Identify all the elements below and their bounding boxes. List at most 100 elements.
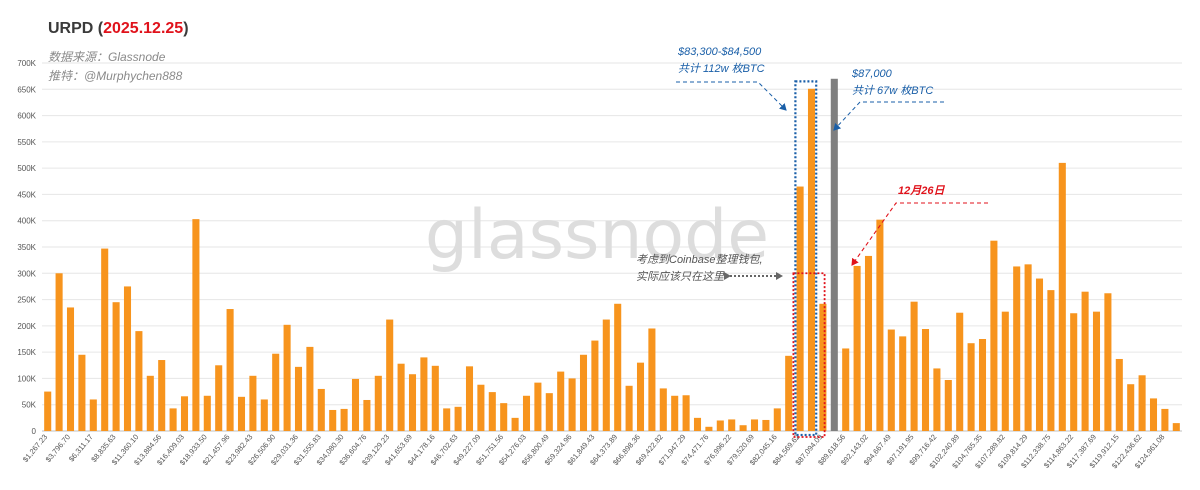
range-highlight-box (794, 80, 818, 437)
bar (123, 286, 132, 431)
bar (842, 348, 850, 431)
bar (671, 395, 679, 431)
bar (785, 355, 793, 431)
bar (853, 265, 861, 431)
bar (1161, 408, 1169, 431)
y-tick-label: 200K (17, 322, 36, 331)
bar (728, 419, 736, 431)
bar (66, 307, 75, 431)
price-annotation: $87,000 共计 67w 枚BTC (852, 66, 933, 100)
bar (1047, 290, 1055, 431)
bar (682, 395, 690, 431)
bar (454, 406, 462, 431)
bar (1001, 311, 1009, 431)
price-annotation-line1: $87,000 (852, 68, 892, 80)
bar (260, 399, 268, 431)
y-tick-label: 0 (32, 427, 37, 436)
range-annotation-line2: 共计 112w 枚BTC (678, 63, 765, 75)
bar (545, 393, 553, 431)
bar (363, 399, 371, 431)
bar (431, 365, 439, 431)
bar (317, 388, 325, 431)
bar (192, 219, 200, 431)
bar (1035, 278, 1044, 431)
bar (283, 324, 291, 431)
bar (534, 382, 542, 431)
bar (1172, 423, 1180, 431)
bar (807, 88, 816, 431)
bar (614, 303, 622, 431)
y-tick-label: 350K (17, 243, 36, 252)
bar-series (44, 78, 1180, 432)
range-annotation: $83,300-$84,500 共计 112w 枚BTC (678, 44, 765, 78)
bar (249, 375, 257, 431)
bar (796, 186, 804, 431)
bar (899, 336, 907, 431)
bar (705, 426, 713, 431)
range-annotation-arrow (676, 81, 787, 111)
bar (910, 301, 918, 431)
watermark-text: glassnode (425, 196, 769, 275)
bar (933, 368, 941, 431)
bar (1149, 398, 1158, 431)
title-date: 2025.12.25 (103, 20, 184, 37)
bar (773, 408, 781, 431)
bar (1138, 375, 1146, 431)
coinbase-annotation: 考虑到Coinbase整理钱包, 实际应该只在这里 (636, 252, 763, 286)
bar (237, 396, 246, 431)
bar (693, 417, 702, 431)
bar (112, 302, 120, 431)
bar (351, 378, 360, 431)
bar (500, 403, 508, 431)
price-annotation-arrow (833, 101, 944, 131)
bar (956, 312, 964, 431)
bar (1013, 266, 1021, 431)
date-annotation: 12月26日 (898, 185, 945, 197)
bar (226, 309, 234, 431)
y-axis-labels: 0 50K 100K 150K 200K 250K 300K 350K 400K 450K 500K… (17, 59, 36, 436)
bar (602, 319, 610, 431)
bar (921, 329, 930, 431)
bar (158, 360, 166, 431)
current-price-bar (830, 78, 838, 432)
bar (659, 388, 667, 431)
title-prefix: URPD ( (48, 20, 104, 37)
bar (579, 354, 588, 431)
bar (1058, 162, 1066, 431)
bar (967, 343, 975, 431)
bar (990, 240, 998, 431)
bar (1127, 384, 1135, 431)
bar (306, 346, 314, 431)
bar (887, 329, 895, 431)
x-axis-labels: $1,267.23$3,796.70$6,311.17$8,835.63$11,… (21, 433, 1167, 471)
bar (488, 392, 496, 431)
bar (180, 396, 189, 431)
bar (636, 362, 645, 431)
bar (739, 425, 747, 431)
bar (1024, 264, 1032, 431)
bar (557, 371, 565, 431)
bar (89, 399, 97, 431)
y-tick-label: 150K (17, 348, 36, 357)
bar (1115, 358, 1123, 431)
bar (465, 366, 474, 431)
y-tick-label: 450K (17, 190, 36, 199)
annotation-overlays (676, 80, 988, 438)
bar (443, 408, 451, 431)
bar (386, 319, 394, 431)
bar (864, 255, 873, 431)
bar (819, 303, 827, 431)
y-tick-label: 300K (17, 269, 36, 278)
bar (876, 219, 884, 431)
bar (203, 395, 211, 431)
bar (750, 419, 759, 431)
bar (568, 378, 576, 431)
bar (522, 395, 531, 431)
bar (78, 354, 86, 431)
bar (329, 409, 337, 431)
bar (477, 384, 485, 431)
bar (944, 380, 952, 431)
price-annotation-line2: 共计 67w 枚BTC (852, 85, 934, 97)
bar (978, 339, 987, 431)
